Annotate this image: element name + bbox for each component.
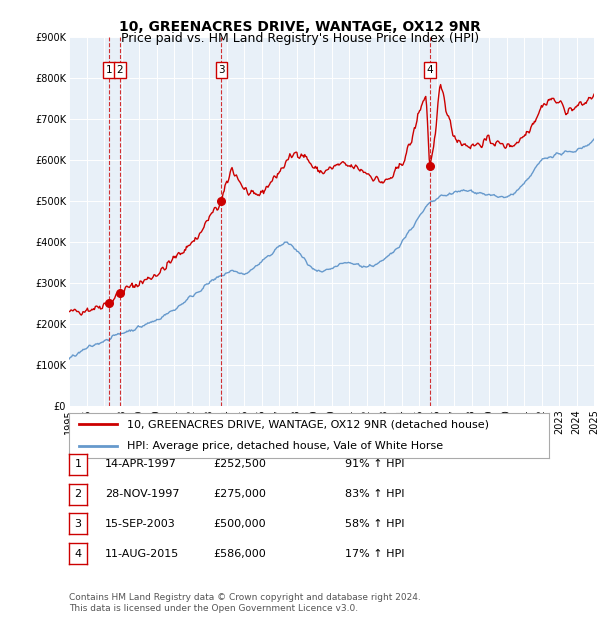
Text: 3: 3 [74,519,82,529]
Text: 14-APR-1997: 14-APR-1997 [105,459,177,469]
Text: 10, GREENACRES DRIVE, WANTAGE, OX12 9NR: 10, GREENACRES DRIVE, WANTAGE, OX12 9NR [119,20,481,34]
Text: Price paid vs. HM Land Registry's House Price Index (HPI): Price paid vs. HM Land Registry's House … [121,32,479,45]
Text: 11-AUG-2015: 11-AUG-2015 [105,549,179,559]
Text: 58% ↑ HPI: 58% ↑ HPI [345,519,404,529]
Text: 1: 1 [74,459,82,469]
Text: 91% ↑ HPI: 91% ↑ HPI [345,459,404,469]
Text: 28-NOV-1997: 28-NOV-1997 [105,489,179,499]
Text: 3: 3 [218,65,225,75]
Text: £500,000: £500,000 [214,519,266,529]
Text: 4: 4 [74,549,82,559]
Text: 10, GREENACRES DRIVE, WANTAGE, OX12 9NR (detached house): 10, GREENACRES DRIVE, WANTAGE, OX12 9NR … [127,419,488,429]
Text: £252,500: £252,500 [214,459,266,469]
Text: 2: 2 [116,65,123,75]
Text: 17% ↑ HPI: 17% ↑ HPI [345,549,404,559]
Text: 15-SEP-2003: 15-SEP-2003 [105,519,176,529]
Text: 2: 2 [74,489,82,499]
Text: Contains HM Land Registry data © Crown copyright and database right 2024.
This d: Contains HM Land Registry data © Crown c… [69,593,421,613]
Text: £586,000: £586,000 [214,549,266,559]
Text: HPI: Average price, detached house, Vale of White Horse: HPI: Average price, detached house, Vale… [127,441,443,451]
Text: 1: 1 [106,65,112,75]
Text: 83% ↑ HPI: 83% ↑ HPI [345,489,404,499]
Text: 4: 4 [427,65,433,75]
Text: £275,000: £275,000 [214,489,266,499]
